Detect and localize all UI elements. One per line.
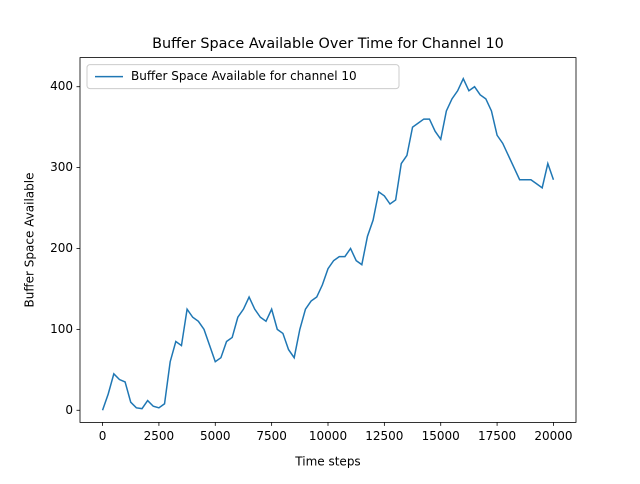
y-tick-label: 0: [65, 403, 73, 417]
x-axis-label: Time steps: [294, 455, 360, 469]
y-tick-label: 100: [50, 322, 73, 336]
y-tick-label: 200: [50, 241, 73, 255]
x-tick-label: 10000: [309, 429, 347, 443]
x-tick-label: 0: [99, 429, 107, 443]
x-tick-label: 17500: [478, 429, 516, 443]
x-tick-label: 20000: [534, 429, 572, 443]
legend-label: Buffer Space Available for channel 10: [131, 69, 357, 83]
y-tick-label: 300: [50, 160, 73, 174]
x-tick-label: 7500: [256, 429, 287, 443]
legend-box: [86, 64, 400, 90]
data-line: [101, 76, 555, 411]
x-tick-label: 5000: [200, 429, 231, 443]
chart-title: Buffer Space Available Over Time for Cha…: [152, 36, 504, 52]
y-tick-label: 400: [50, 79, 73, 93]
y-axis-label: Buffer Space Available: [23, 173, 37, 308]
x-tick-label: 15000: [422, 429, 460, 443]
x-tick-label: 2500: [144, 429, 175, 443]
plot-frame: [79, 57, 577, 423]
x-tick-label: 12500: [365, 429, 403, 443]
